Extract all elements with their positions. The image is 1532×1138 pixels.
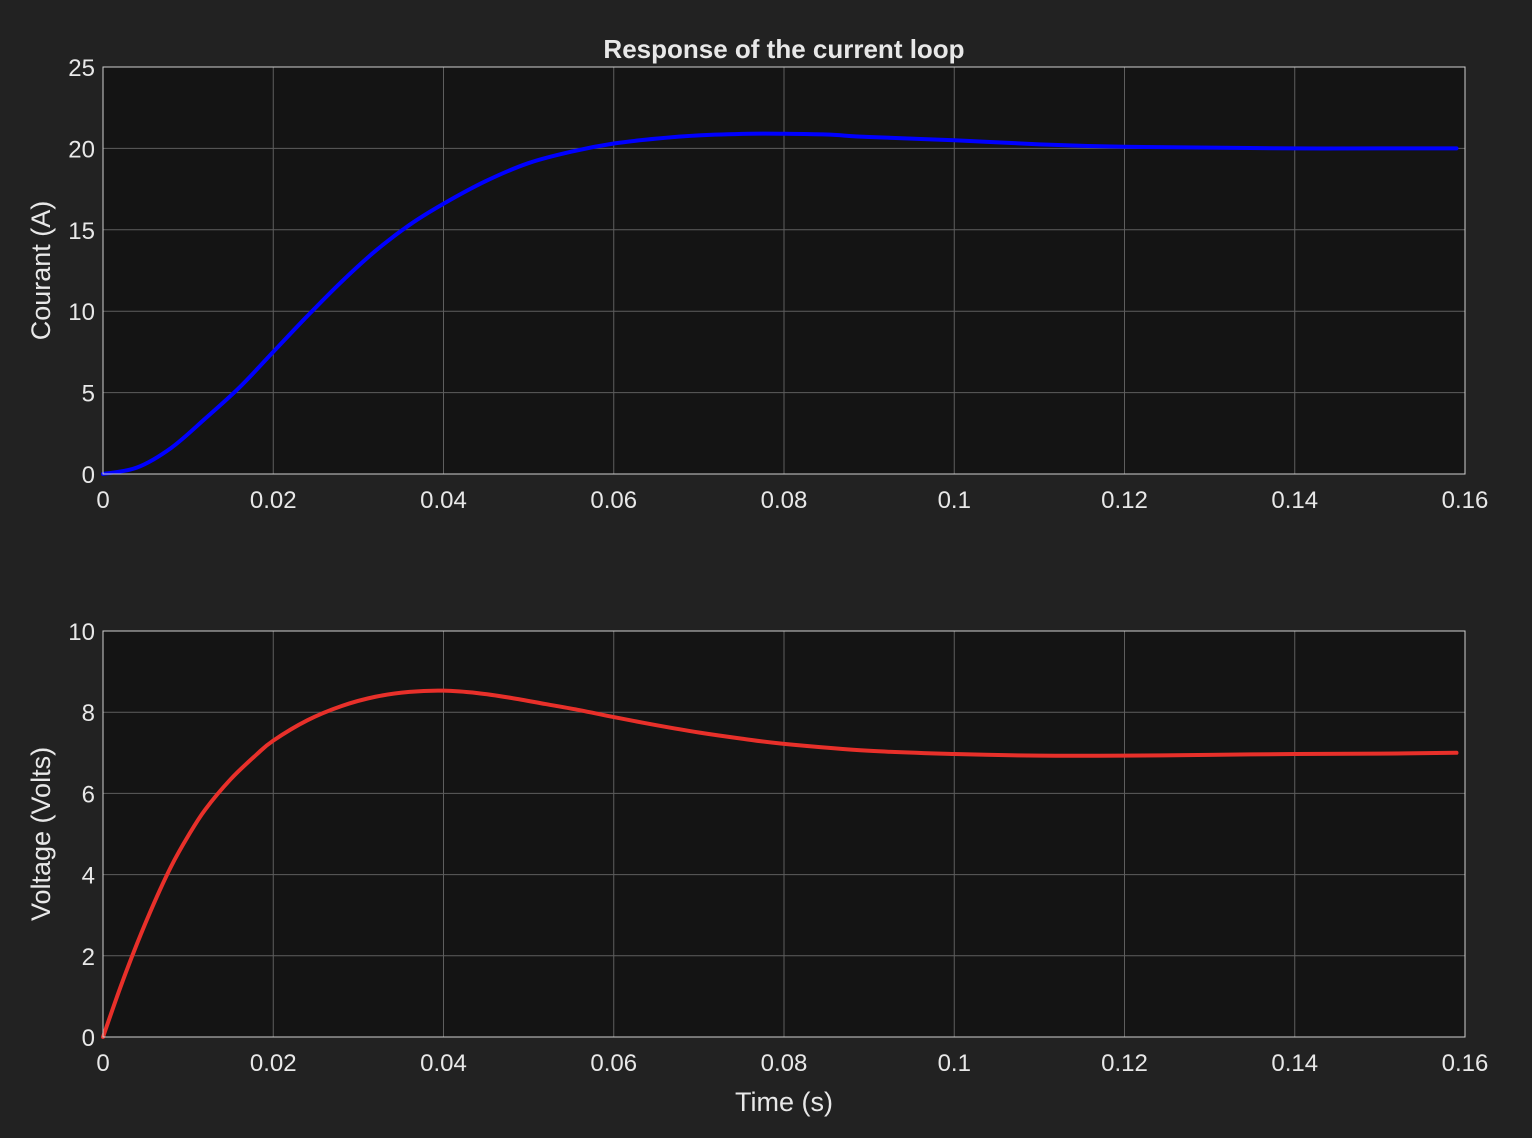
current-plot-series — [101, 131, 1459, 476]
x-tick-label: 0.12 — [1101, 1050, 1148, 1077]
x-tick-label: 0.14 — [1271, 1050, 1318, 1077]
current-plot: 0 0.02 0.04 0.06 0.08 0.1 0.12 0.14 0.16 0 5 10 15 20… — [26, 34, 1488, 514]
y-axis-label-current: Courant (A) — [26, 201, 56, 341]
x-tick-label: 0.08 — [761, 1050, 808, 1077]
voltage-plot-frame — [102, 630, 1466, 1038]
current-plot-frame — [102, 66, 1466, 475]
x-tick-label: 0.08 — [761, 487, 808, 514]
x-tick-label: 0.06 — [590, 487, 637, 514]
y-tick-label: 15 — [68, 218, 95, 245]
y-axis-label-voltage: Voltage (Volts) — [26, 747, 56, 921]
y-tick-label: 0 — [82, 1025, 95, 1052]
y-tick-label: 0 — [82, 462, 95, 489]
voltage-series-line — [101, 688, 1459, 1039]
voltage-plot: 0 0.02 0.04 0.06 0.08 0.1 0.12 0.14 0.160246810 … — [26, 619, 1488, 1117]
x-tick-label: 0.04 — [420, 487, 467, 514]
x-tick-label: 0.1 — [938, 1050, 971, 1077]
x-tick-label: 0 — [96, 487, 109, 514]
x-tick-label: 0.1 — [938, 487, 971, 514]
y-tick-label: 20 — [68, 136, 95, 163]
y-tick-label: 10 — [68, 299, 95, 326]
y-tick-label: 6 — [82, 781, 95, 808]
voltage-plot-series — [101, 688, 1459, 1039]
y-tick-label: 8 — [82, 700, 95, 727]
current-series-line — [101, 131, 1459, 476]
voltage-plot-ticks: 0 0.02 0.04 0.06 0.08 0.1 0.12 0.14 0.16 0 2 4 6 8 10 — [68, 619, 1488, 1077]
y-tick-label: 4 — [82, 863, 95, 890]
y-tick-label: 2 — [82, 944, 95, 971]
x-tick-label: 0 — [96, 1050, 109, 1077]
x-tick-label: 0.16 — [1442, 487, 1489, 514]
y-tick-label: 10 — [68, 619, 95, 646]
x-tick-label: 0.16 — [1442, 1050, 1489, 1077]
chart-title: Response of the current loop — [603, 34, 964, 64]
x-axis-label: Time (s) — [735, 1087, 833, 1117]
x-tick-label: 0.14 — [1271, 487, 1318, 514]
current-plot-ticks: 0 0.02 0.04 0.06 0.08 0.1 0.12 0.14 0.16 0 5 10 15 20… — [68, 55, 1488, 514]
y-tick-label: 5 — [82, 381, 95, 408]
x-tick-label: 0.12 — [1101, 487, 1148, 514]
x-tick-label: 0.04 — [420, 1050, 467, 1077]
y-tick-label: 25 — [68, 55, 95, 82]
x-tick-label: 0.02 — [250, 487, 297, 514]
x-tick-label: 0.06 — [590, 1050, 637, 1077]
x-tick-label: 0.02 — [250, 1050, 297, 1077]
